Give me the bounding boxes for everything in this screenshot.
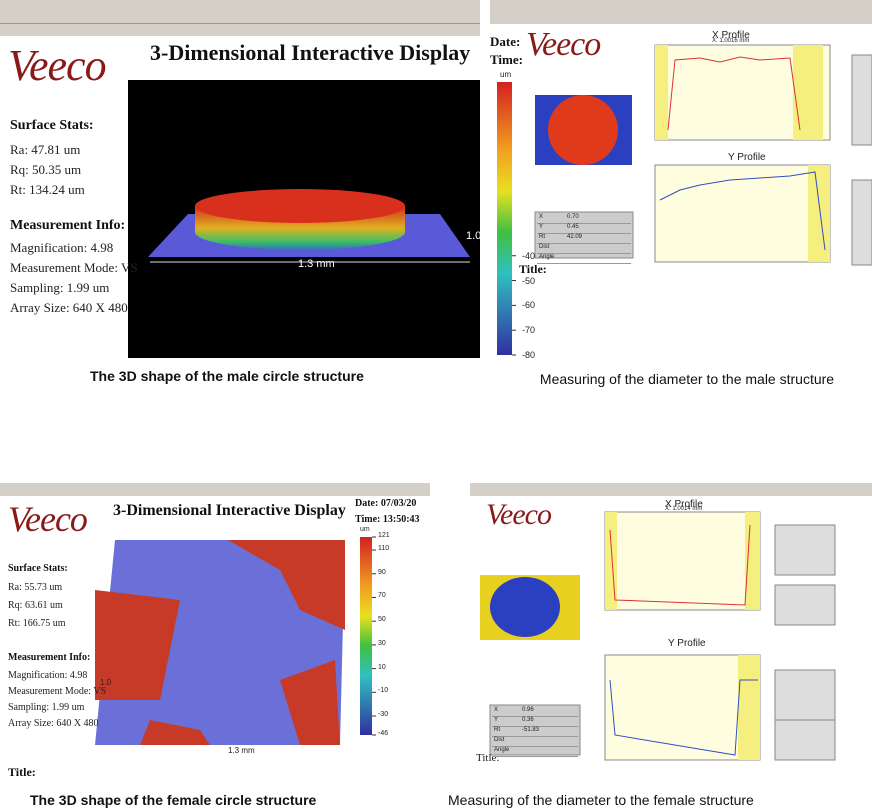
time: Time: 13:50:43 (355, 514, 420, 525)
table-cell: 0.45 (567, 224, 579, 230)
table-row: Dist (537, 244, 631, 254)
table-cell: X (539, 214, 543, 220)
caption: The 3D shape of the male circle structur… (90, 368, 364, 384)
colorbar-tick-label: -80 (522, 350, 535, 360)
info: Magnification: 4.98 (10, 240, 113, 256)
axis-label: 1.3 mm (298, 258, 335, 270)
table-cell: Rt (494, 727, 500, 733)
stat: Ra: 55.73 um (8, 582, 62, 593)
app-title: 3-Dimensional Interactive Display (113, 502, 346, 520)
table-cell: Y (494, 717, 498, 723)
measure-table: X 0.96 Y 0.36 Rt -51.83 Dist Angle (492, 707, 578, 757)
info: Measurement Mode: VS (10, 260, 138, 276)
heading: Measurement Info: (10, 218, 125, 234)
colorbar-tick-label: 90 (378, 569, 386, 576)
colorbar-tick-label: 30 (378, 640, 386, 647)
colorbar-tick-label: -50 (522, 276, 535, 286)
colorbar-unit: um (360, 526, 370, 533)
table-cell: 0.70 (567, 214, 579, 220)
figure: Veeco 3-Dimensional Interactive Display … (0, 0, 872, 810)
info: Array Size: 640 X 480 (8, 718, 99, 729)
date-label: Date: (490, 34, 520, 50)
table-cell: Angle (539, 254, 554, 260)
info: Sampling: 1.99 um (10, 280, 109, 296)
axis-label: 1.0 (466, 230, 481, 242)
colorbar-tick-label: -30 (378, 711, 388, 718)
axis-label: 1.3 mm (228, 746, 255, 755)
table-cell: 0.36 (522, 717, 534, 723)
table-row: X 0.96 (492, 707, 578, 717)
colorbar-tick-label: 121 (378, 532, 390, 539)
logo: Veeco (8, 40, 106, 91)
table-cell: -51.83 (522, 727, 539, 733)
colorbar-tick-label: -40 (522, 251, 535, 261)
logo: Veeco (486, 498, 551, 532)
caption: Measuring of the diameter to the female … (448, 792, 754, 808)
info: Array Size: 640 X 480 (10, 300, 128, 316)
chart-title: Y Profile (728, 152, 766, 163)
date: Date: 07/03/20 (355, 498, 416, 509)
measure-table: X 0.70 Y 0.45 Rt 42.09 Dist Angle (537, 214, 631, 264)
axis-label: 1.0 (100, 678, 111, 687)
table-row: Y 0.45 (537, 224, 631, 234)
chart-subtitle: X: 1.0016 mm (712, 38, 749, 44)
colorbar-tick-label: -10 (378, 687, 388, 694)
app-title: 3-Dimensional Interactive Display (150, 40, 470, 66)
heading: Measurement Info: (8, 652, 90, 663)
table-row: X 0.70 (537, 214, 631, 224)
chart-title: Y Profile (668, 638, 706, 649)
colorbar-unit: um (500, 70, 511, 79)
table-cell: Dist (494, 737, 504, 743)
chart-subtitle: X: 1.0014 mm (665, 506, 702, 512)
colorbar-tick-label: -46 (378, 730, 388, 737)
colorbar-tick-label: 50 (378, 616, 386, 623)
table-row: Rt 42.09 (537, 234, 631, 244)
table-row: Dist (492, 737, 578, 747)
table-cell: 42.09 (567, 234, 582, 240)
table-row: Rt -51.83 (492, 727, 578, 737)
colorbar-tick-label: 70 (378, 592, 386, 599)
table-row: Angle (492, 747, 578, 757)
heading: Surface Stats: (8, 563, 68, 574)
table-row: Y 0.36 (492, 717, 578, 727)
logo: Veeco (8, 498, 87, 540)
info: Sampling: 1.99 um (8, 702, 84, 713)
table-cell: Rt (539, 234, 545, 240)
table-row: Angle (537, 254, 631, 264)
colorbar-tick-label: -60 (522, 300, 535, 310)
table-cell: Dist (539, 244, 549, 250)
stat: Rq: 50.35 um (10, 162, 81, 178)
title-label: Title: (8, 765, 36, 780)
colorbar-tick-label: -70 (522, 325, 535, 335)
info: Measurement Mode: VS (8, 686, 106, 697)
caption: Measuring of the diameter to the male st… (520, 368, 854, 390)
table-cell: Angle (494, 747, 509, 753)
stat: Rt: 166.75 um (8, 618, 66, 629)
stat: Rt: 134.24 um (10, 182, 85, 198)
table-cell: X (494, 707, 498, 713)
heading: Surface Stats: (10, 118, 94, 134)
table-cell: 0.96 (522, 707, 534, 713)
graphics (0, 0, 872, 810)
time-label: Time: (490, 52, 523, 68)
info: Magnification: 4.98 (8, 670, 87, 681)
logo: Veeco (526, 26, 600, 64)
colorbar-tick-label: 110 (378, 545, 389, 552)
caption: The 3D shape of the female circle struct… (30, 792, 316, 808)
stat: Rq: 63.61 um (8, 600, 63, 611)
colorbar-tick-label: 10 (378, 664, 386, 671)
stat: Ra: 47.81 um (10, 142, 80, 158)
table-cell: Y (539, 224, 543, 230)
